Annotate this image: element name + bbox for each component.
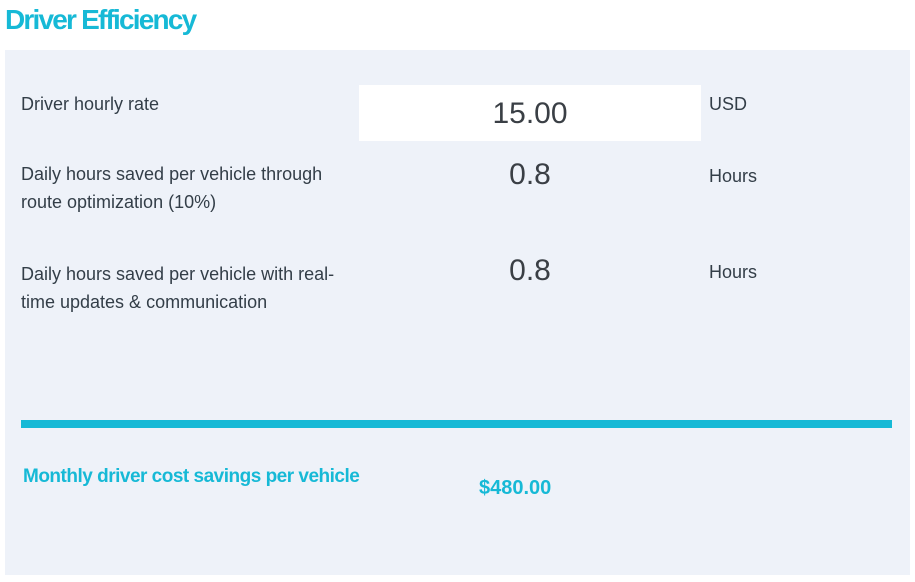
- realtime-updates-hours-unit: Hours: [709, 262, 758, 282]
- hourly-rate-unit: USD: [709, 94, 748, 114]
- route-optimization-hours-label: Daily hours saved per vehicle through ro…: [21, 164, 323, 212]
- hourly-rate-label: Driver hourly rate: [21, 94, 160, 114]
- realtime-updates-hours-label: Daily hours saved per vehicle with real-…: [21, 264, 335, 312]
- monthly-savings-value: $480.00: [479, 477, 552, 499]
- monthly-savings-label: Monthly driver cost savings per vehicle: [23, 466, 360, 487]
- result-divider: [21, 420, 892, 428]
- section-title: Driver Efficiency: [5, 4, 197, 35]
- route-optimization-hours-value: 0.8: [509, 158, 551, 191]
- hourly-rate-input[interactable]: [359, 85, 701, 141]
- realtime-updates-hours-value: 0.8: [509, 254, 551, 287]
- calculator-panel: Driver hourly rate USD Daily hours saved…: [5, 50, 910, 575]
- route-optimization-hours-unit: Hours: [709, 166, 758, 186]
